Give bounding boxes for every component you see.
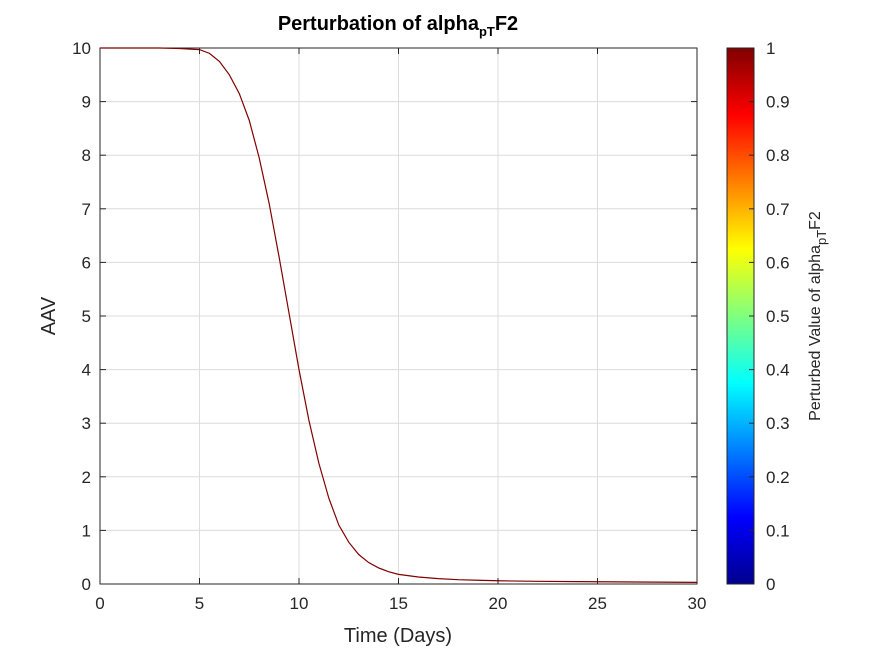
colorbar-tick-label: 0.2 — [766, 468, 790, 487]
colorbar-tick-label: 0.7 — [766, 200, 790, 219]
colorbar-tick-label: 0 — [766, 575, 775, 594]
y-tick-label: 0 — [82, 575, 91, 594]
chart-title-main: Perturbation of alpha — [278, 13, 480, 35]
x-tick-label: 15 — [389, 594, 408, 613]
chart-title-suffix: F2 — [495, 13, 518, 35]
x-tick-label: 30 — [688, 594, 707, 613]
colorbar-tick-label: 0.3 — [766, 414, 790, 433]
colorbar-tick-label: 0.4 — [766, 361, 790, 380]
colorbar-tick-label: 0.1 — [766, 521, 790, 540]
y-axis-label: AAV — [38, 296, 60, 335]
y-tick-label: 5 — [82, 307, 91, 326]
colorbar-tick-label: 1 — [766, 39, 775, 58]
chart-title: Perturbation of alphapTF2 — [278, 13, 518, 39]
y-tick-label: 8 — [82, 146, 91, 165]
chart-title-subscript: pT — [479, 24, 495, 39]
x-tick-label: 20 — [489, 594, 508, 613]
colorbar-tick-label: 0.8 — [766, 146, 790, 165]
colorbar-tick-label: 0.6 — [766, 253, 790, 272]
grid — [99, 47, 698, 585]
x-tick-label: 10 — [290, 594, 309, 613]
y-tick-label: 9 — [82, 93, 91, 112]
x-tick-label: 5 — [195, 594, 204, 613]
y-tick-label: 10 — [72, 39, 91, 58]
x-axis: 0 5 10 15 20 25 30 — [95, 48, 706, 613]
x-tick-label: 0 — [95, 594, 104, 613]
colorbar-tick-label: 0.9 — [766, 93, 790, 112]
series-line — [100, 47, 698, 583]
colorbar-label-subscript: pT — [814, 230, 829, 245]
colorbar-label-main: Perturbed Value of alpha — [807, 245, 824, 421]
colorbar-label-suffix: F2 — [807, 211, 824, 230]
colorbar-tick-label: 0.5 — [766, 307, 790, 326]
x-axis-label: Time (Days) — [344, 625, 452, 647]
y-tick-label: 2 — [82, 468, 91, 487]
y-tick-label: 6 — [82, 253, 91, 272]
colorbar-label: Perturbed Value of alphapTF2 — [807, 211, 829, 421]
colorbar-axis: 0 0.1 0.2 0.3 0.4 0.5 0.6 0.7 0.8 0.9 1 — [749, 39, 790, 594]
y-tick-label: 7 — [82, 200, 91, 219]
y-tick-label: 3 — [82, 414, 91, 433]
y-tick-label: 4 — [82, 361, 91, 380]
y-tick-label: 1 — [82, 521, 91, 540]
x-tick-label: 25 — [588, 594, 607, 613]
y-axis: 0 1 2 3 4 5 6 7 8 9 10 — [72, 39, 697, 594]
